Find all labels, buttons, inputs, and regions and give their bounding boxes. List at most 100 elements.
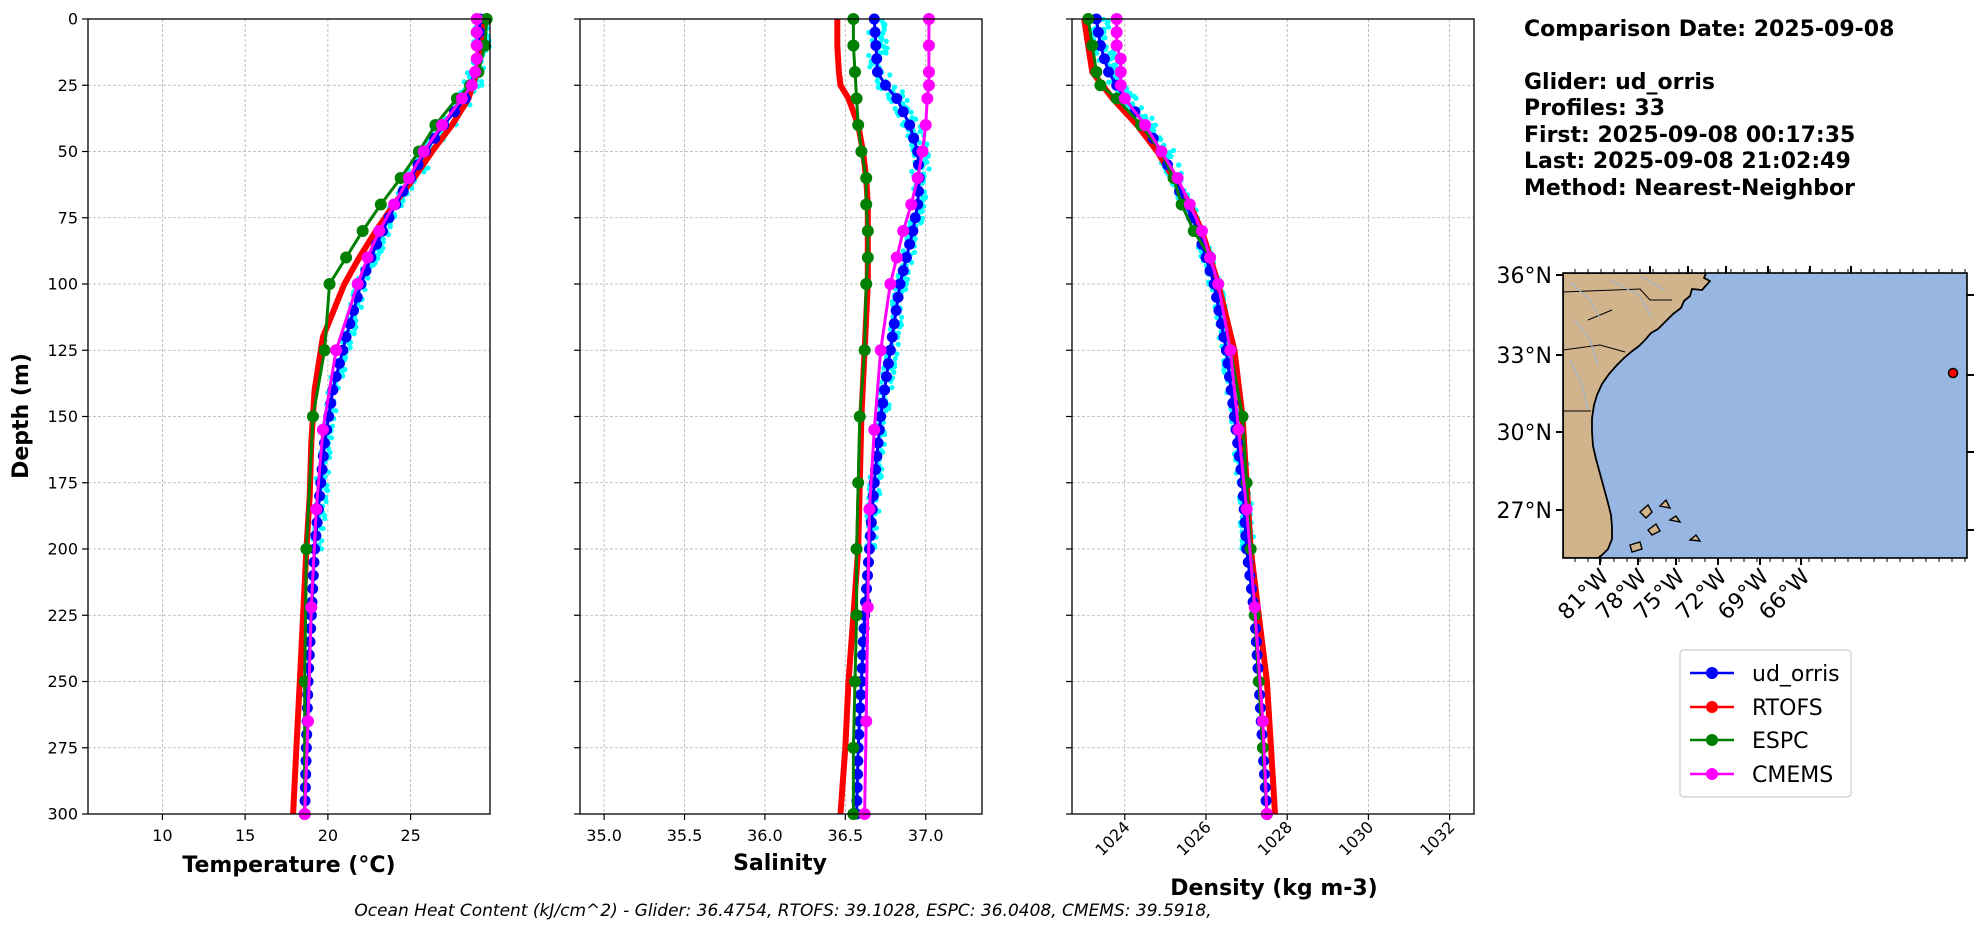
series-point-cmems: [884, 278, 897, 290]
y-tick-label: 275: [47, 738, 78, 757]
y-tick-label: 225: [47, 606, 78, 625]
y-tick-label: 125: [47, 341, 78, 360]
x-tick-label: 35.0: [586, 826, 622, 845]
series-point-ud-orris: [870, 40, 882, 51]
y-tick-label: 300: [47, 805, 78, 824]
series-point-cmems: [1195, 225, 1208, 237]
series-point-cmems: [897, 225, 910, 237]
series-point-ud-orris: [872, 437, 884, 449]
raw-profile-point: [1149, 115, 1155, 121]
series-point-espc: [374, 198, 387, 211]
series-point-ud-orris: [1098, 53, 1110, 65]
y-tick-label: 175: [47, 473, 78, 492]
raw-profile-point: [891, 369, 897, 375]
x-tick-label: 10: [152, 826, 172, 845]
raw-profile-point: [899, 89, 905, 95]
raw-profile-point: [909, 168, 915, 175]
series-point-cmems: [863, 503, 876, 516]
series-point-cmems: [874, 344, 887, 357]
series-point-espc: [848, 66, 861, 78]
series-point-ud-orris: [897, 265, 909, 277]
series-point-ud-orris: [1094, 40, 1106, 51]
method: Method: Nearest-Neighbor: [1524, 176, 1855, 201]
series-point-cmems: [373, 225, 386, 237]
series-point-ud-orris: [877, 397, 889, 409]
raw-profile-point: [387, 224, 393, 230]
raw-profile-point: [909, 142, 915, 148]
legend-label-ud_orris: ud_orris: [1752, 662, 1840, 687]
series-point-espc: [850, 543, 863, 555]
series-point-espc: [861, 225, 874, 237]
legend-label-espc: ESPC: [1752, 729, 1809, 754]
series-point-ud-orris: [888, 318, 900, 330]
series-point-cmems: [919, 119, 932, 131]
series-point-cmems: [1110, 39, 1123, 52]
series-point-ud-orris: [333, 358, 345, 369]
series-point-cmems: [470, 39, 483, 52]
legend-label-cmems: CMEMS: [1752, 763, 1833, 788]
x-tick-label: 36.0: [747, 826, 783, 845]
series-point-cmems: [905, 198, 918, 211]
series-point-cmems: [305, 601, 318, 614]
raw-profile-point: [892, 105, 898, 112]
series-point-cmems: [922, 79, 935, 92]
series-point-espc: [853, 410, 866, 423]
legend-marker-cmems: [1706, 768, 1718, 780]
raw-profile-point: [1106, 24, 1112, 30]
temperature-panel: 0 25 50 75 100 125 150 175 200 225 250 275 300 10 15 2…: [9, 10, 493, 878]
series-point-ud-orris: [907, 225, 919, 237]
series-point-ud-orris: [855, 689, 867, 701]
raw-profile-point: [887, 72, 893, 78]
profile-count: Profiles: 33: [1524, 96, 1665, 121]
series-point-espc: [1086, 39, 1099, 52]
series-point-espc: [479, 39, 492, 52]
legend: ud_orris RTOFS ESPC CMEMS: [1679, 649, 1852, 798]
series-point-cmems: [868, 423, 881, 436]
y-tick-label: 100: [47, 275, 78, 294]
first-time: First: 2025-09-08 00:17:35: [1524, 123, 1855, 148]
raw-profile-point: [318, 546, 325, 552]
series-point-espc: [850, 92, 863, 105]
series-point-cmems: [436, 119, 449, 131]
y-tick-label: 75: [58, 208, 78, 227]
series-point-ud-orris: [853, 729, 865, 740]
series-point-ud-orris: [871, 53, 883, 65]
series-point-cmems: [1204, 251, 1217, 264]
series-point-cmems: [1110, 26, 1123, 39]
series-point-cmems: [388, 198, 401, 211]
series-point-espc: [852, 476, 865, 489]
series-point-ud-orris: [865, 517, 877, 528]
series-point-cmems: [1183, 198, 1196, 211]
raw-profile-point: [324, 487, 330, 493]
raw-profile-point: [889, 384, 895, 391]
series-point-cmems: [469, 66, 482, 78]
series-point-espc: [848, 675, 861, 688]
raw-profile-point: [358, 304, 364, 310]
series-point-cmems: [1114, 66, 1127, 78]
series-point-cmems: [351, 278, 364, 290]
series-point-ud-orris: [884, 344, 896, 356]
series-point-espc: [852, 119, 865, 131]
series-point-cmems: [1118, 92, 1131, 105]
series-point-ud-orris: [852, 755, 864, 767]
series-point-cmems: [922, 66, 935, 78]
raw-profile-point: [892, 356, 898, 362]
raw-profile-point: [917, 128, 923, 134]
series-point-cmems: [310, 503, 323, 516]
raw-profile-point: [883, 38, 889, 44]
series-point-espc: [1090, 66, 1103, 78]
y-tick-label: 50: [58, 142, 78, 161]
raw-profile-point: [866, 52, 872, 59]
y-tick-label: 200: [47, 540, 78, 559]
raw-profile-point: [351, 331, 357, 337]
series-point-ud-orris: [880, 371, 892, 383]
raw-profile-point: [340, 368, 346, 374]
series-point-cmems: [1171, 172, 1184, 184]
map-state-borders: [1563, 288, 1672, 412]
series-point-cmems: [1256, 715, 1269, 728]
raw-profile-point: [1214, 314, 1220, 321]
series-point-ud-orris: [882, 358, 894, 369]
last-time: Last: 2025-09-08 21:02:49: [1524, 149, 1851, 174]
salinity-panel: 35.0 35.5 36.0 36.5 37.0 Salinity: [574, 13, 983, 876]
series-point-cmems: [860, 715, 873, 728]
